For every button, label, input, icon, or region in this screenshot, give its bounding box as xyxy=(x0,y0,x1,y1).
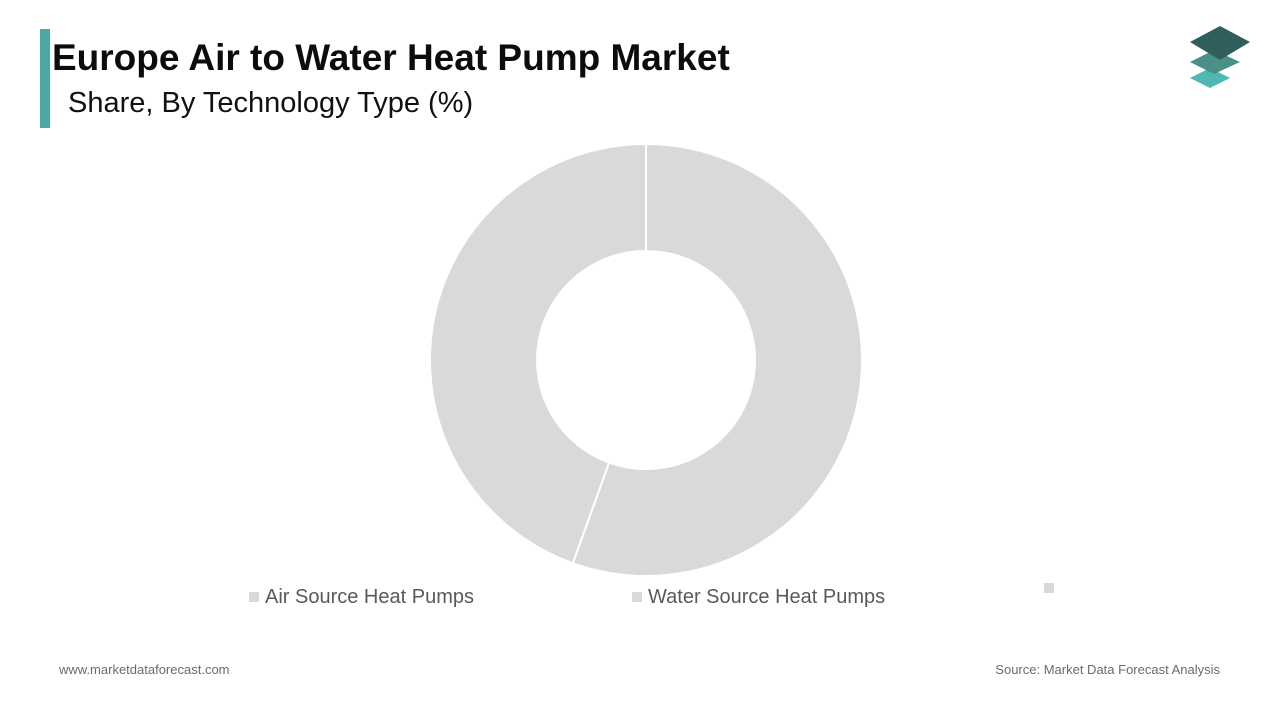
legend-item-water-source: Water Source Heat Pumps xyxy=(632,583,885,611)
chart-subtitle: Share, By Technology Type (%) xyxy=(68,87,474,119)
legend-item-unlabeled xyxy=(1044,583,1060,593)
donut-slice-air-source xyxy=(571,142,863,577)
chart-title: Europe Air to Water Heat Pump Market xyxy=(52,37,730,78)
footer-source: Source: Market Data Forecast Analysis xyxy=(995,662,1220,677)
footer-website: www.marketdataforecast.com xyxy=(59,662,230,677)
logo-layer-bottom xyxy=(1190,68,1230,88)
logo-layer-middle xyxy=(1190,50,1240,74)
legend-item-air-source: Air Source Heat Pumps xyxy=(249,583,474,611)
donut-slice-water-source xyxy=(429,142,647,565)
chart-legend: Air Source Heat Pumps Water Source Heat P… xyxy=(0,583,1280,611)
legend-label: Air Source Heat Pumps xyxy=(265,586,474,608)
legend-swatch xyxy=(632,592,642,602)
legend-swatch xyxy=(1044,583,1054,593)
logo-layer-top xyxy=(1190,26,1250,60)
legend-label: Water Source Heat Pumps xyxy=(648,586,886,608)
title-accent-bar xyxy=(40,29,50,128)
legend-swatch xyxy=(249,592,259,602)
brand-logo-icon xyxy=(1190,26,1250,88)
